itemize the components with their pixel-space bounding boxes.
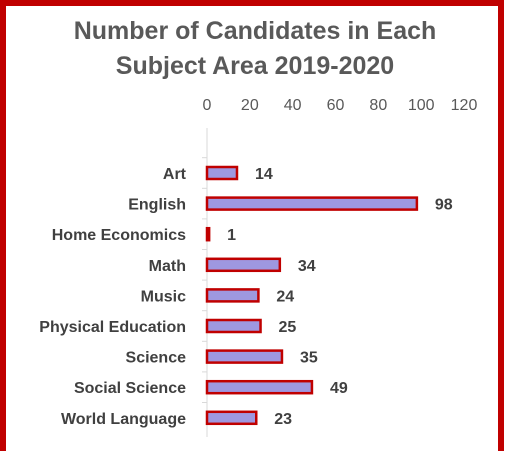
data-label: 25 — [279, 319, 297, 336]
chart-title-line-1: Number of Candidates in Each — [73, 17, 437, 45]
bar — [205, 318, 262, 334]
category-label: Science — [126, 350, 187, 367]
category-label: Art — [163, 166, 187, 183]
x-tick-label: 80 — [369, 97, 387, 114]
x-tick-label: 60 — [327, 97, 345, 114]
x-tick-label: 20 — [241, 97, 259, 114]
x-tick-label: 40 — [284, 97, 302, 114]
bar — [205, 196, 419, 211]
x-tick-label: 120 — [451, 97, 478, 114]
data-label: 35 — [300, 350, 318, 367]
bar — [205, 410, 258, 426]
data-label: 34 — [298, 258, 316, 275]
data-label: 24 — [276, 288, 294, 305]
bar — [205, 165, 239, 181]
data-label: 49 — [330, 380, 348, 397]
chart-title-line-2: Subject Area 2019-2020 — [115, 52, 395, 80]
bar — [205, 379, 314, 395]
category-label: Music — [141, 288, 186, 305]
bar — [205, 226, 211, 242]
bar — [205, 349, 284, 364]
data-label: 14 — [255, 166, 273, 183]
category-label: Social Science — [74, 380, 186, 397]
x-tick-label: 100 — [408, 97, 435, 114]
data-label: 98 — [435, 197, 453, 214]
bar — [205, 257, 282, 273]
data-label: 23 — [274, 411, 292, 428]
data-label: 1 — [227, 227, 236, 244]
category-label: World Language — [61, 411, 186, 428]
x-axis-ticks: 0 20 40 60 80 100 120 — [203, 97, 478, 114]
category-label: Math — [149, 258, 186, 275]
category-label: English — [128, 197, 186, 214]
bars: Art 14 English 98 Home Economics 1 Math 34 Music… — [39, 157, 453, 428]
category-label: Home Economics — [52, 227, 186, 244]
category-label: Physical Education — [39, 319, 186, 336]
bar — [205, 288, 260, 303]
x-tick-label: 0 — [203, 97, 212, 114]
